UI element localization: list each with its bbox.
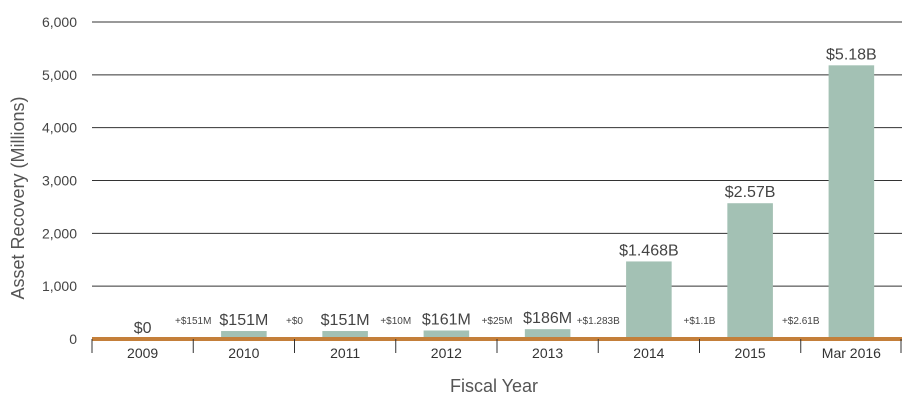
bar — [423, 330, 470, 339]
bar-value-label: $151M — [321, 312, 370, 329]
bar-value-label: $1.468B — [619, 242, 679, 259]
bar — [524, 329, 571, 339]
increment-label: +$10M — [380, 316, 411, 327]
y-tick-label: 5,000 — [42, 67, 77, 83]
increment-label: +$151M — [175, 316, 211, 327]
y-tick-label: 6,000 — [42, 14, 77, 30]
y-tick-label: 2,000 — [42, 225, 77, 241]
bars — [221, 65, 875, 339]
y-tick-label: 4,000 — [42, 120, 77, 136]
x-category-label: 2010 — [228, 345, 259, 361]
x-category-label: 2013 — [532, 345, 563, 361]
bar — [828, 65, 875, 339]
x-category-label: Mar 2016 — [822, 345, 881, 361]
grid-lines — [92, 21, 902, 287]
bar — [626, 261, 672, 339]
y-tick-label: 3,000 — [42, 173, 77, 189]
increment-label: +$1.283B — [577, 316, 620, 327]
y-axis-title: Asset Recovery (Millions) — [8, 96, 28, 299]
bar — [727, 203, 773, 339]
x-category-label: 2014 — [633, 345, 664, 361]
bar-value-label: $151M — [219, 312, 268, 329]
increment-label: +$1.1B — [684, 316, 716, 327]
increment-label: +$0 — [286, 316, 303, 327]
x-axis-title: Fiscal Year — [450, 376, 538, 396]
x-axis — [91, 337, 902, 353]
y-tick-label: 1,000 — [42, 278, 77, 294]
increment-labels: +$151M +$0 +$10M +$25M +$1.283B +$1.1B +$2.61B — [175, 316, 820, 327]
x-category-label: 2011 — [330, 345, 360, 361]
bar-value-label: $186M — [523, 310, 572, 327]
x-category-label: 2015 — [735, 345, 766, 361]
y-tick-label: 0 — [69, 331, 77, 347]
increment-label: +$2.61B — [782, 316, 820, 327]
y-axis-ticks: 0 1,000 2,000 3,000 4,000 5,000 6,000 — [42, 14, 77, 347]
bar-value-label: $2.57B — [725, 184, 776, 201]
x-axis-categories: 2009 2010 2011 2012 2013 2014 2015 Mar 2016 — [127, 345, 881, 361]
bar-value-labels: $0 $151M $151M $161M $186M $1.468B $2.57B $5.18… — [134, 46, 877, 337]
bar-value-label: $0 — [134, 320, 152, 337]
bar — [322, 331, 368, 339]
x-category-label: 2012 — [431, 345, 462, 361]
bar-value-label: $161M — [422, 311, 471, 328]
bar — [221, 331, 267, 339]
bar-value-label: $5.18B — [826, 46, 877, 63]
x-category-label: 2009 — [127, 345, 158, 361]
increment-label: +$25M — [482, 316, 513, 327]
